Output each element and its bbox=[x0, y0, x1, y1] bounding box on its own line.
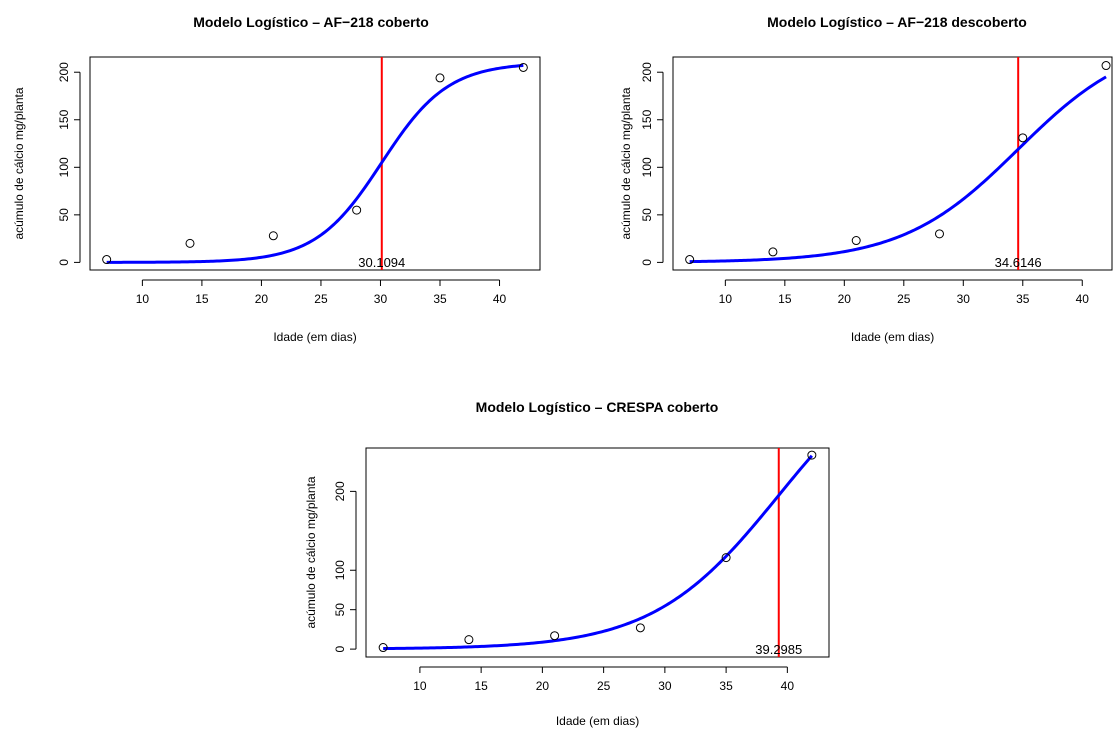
y-tick-label: 200 bbox=[57, 62, 71, 82]
x-axis-label: Idade (em dias) bbox=[851, 330, 934, 344]
inflection-value-label: 39.2985 bbox=[755, 642, 802, 657]
plot-frame bbox=[672, 56, 1113, 271]
x-tick-label: 35 bbox=[433, 292, 447, 306]
data-point bbox=[378, 643, 388, 653]
x-tick-label: 15 bbox=[195, 292, 209, 306]
y-tick-label: 0 bbox=[333, 645, 347, 652]
x-tick-label: 10 bbox=[719, 292, 733, 306]
x-tick-label: 20 bbox=[838, 292, 852, 306]
x-tick-label: 35 bbox=[719, 679, 733, 693]
plot-frame bbox=[365, 447, 830, 658]
data-point bbox=[635, 623, 645, 633]
chart-title: Modelo Logístico – CRESPA coberto bbox=[476, 399, 719, 415]
y-tick-label: 0 bbox=[640, 259, 654, 266]
x-tick-label: 10 bbox=[136, 292, 150, 306]
y-axis-label: acúmulo de cálcio mg/planta bbox=[619, 87, 633, 239]
data-point bbox=[1101, 61, 1111, 71]
y-tick-label: 50 bbox=[57, 208, 71, 222]
data-point bbox=[768, 247, 778, 257]
y-tick-label: 50 bbox=[333, 603, 347, 617]
chart-panel-3: Modelo Logístico – CRESPA coberto 10 15 20 2… bbox=[304, 399, 830, 728]
y-tick-label: 100 bbox=[333, 560, 347, 580]
data-point bbox=[268, 231, 278, 241]
y-tick-label: 50 bbox=[640, 208, 654, 222]
x-tick-label: 30 bbox=[658, 679, 672, 693]
data-point bbox=[464, 635, 474, 645]
x-tick-label: 30 bbox=[374, 292, 388, 306]
data-point bbox=[435, 73, 445, 83]
chart-title: Modelo Logístico – AF−218 descoberto bbox=[767, 14, 1027, 30]
x-tick-label: 25 bbox=[897, 292, 911, 306]
inflection-value-label: 34.6146 bbox=[995, 255, 1042, 270]
data-point bbox=[1018, 133, 1028, 143]
x-tick-label: 25 bbox=[597, 679, 611, 693]
chart-title: Modelo Logístico – AF−218 coberto bbox=[193, 14, 429, 30]
y-tick-label: 100 bbox=[57, 157, 71, 177]
inflection-value-label: 30.1094 bbox=[358, 255, 405, 270]
x-tick-label: 25 bbox=[314, 292, 328, 306]
chart-panel-1: Modelo Logístico – AF−218 coberto 10 15 20 2… bbox=[12, 14, 541, 344]
plot-frame bbox=[89, 56, 541, 271]
data-point bbox=[685, 255, 695, 265]
x-tick-label: 15 bbox=[474, 679, 488, 693]
data-point bbox=[851, 236, 861, 246]
x-tick-label: 40 bbox=[493, 292, 507, 306]
y-tick-label: 0 bbox=[57, 259, 71, 266]
data-point bbox=[102, 255, 112, 265]
logistic-fit-curve bbox=[383, 454, 813, 651]
data-point bbox=[807, 450, 817, 460]
y-tick-label: 200 bbox=[640, 62, 654, 82]
x-tick-label: 10 bbox=[413, 679, 427, 693]
logistic-fit-curve bbox=[689, 75, 1107, 264]
x-tick-label: 15 bbox=[778, 292, 792, 306]
chart-panel-2: Modelo Logístico – AF−218 descoberto 10 15… bbox=[619, 14, 1113, 344]
y-axis-label: acúmulo de cálcio mg/planta bbox=[304, 476, 318, 628]
logistic-fit-curve bbox=[106, 63, 524, 264]
x-tick-label: 20 bbox=[255, 292, 269, 306]
x-tick-label: 30 bbox=[957, 292, 971, 306]
data-point bbox=[518, 62, 528, 72]
x-tick-label: 35 bbox=[1016, 292, 1030, 306]
data-point bbox=[352, 205, 362, 215]
x-tick-label: 40 bbox=[781, 679, 795, 693]
y-axis-label: acúmulo de cálcio mg/planta bbox=[12, 87, 26, 239]
data-point bbox=[934, 229, 944, 239]
y-tick-label: 100 bbox=[640, 157, 654, 177]
y-tick-label: 150 bbox=[57, 109, 71, 129]
data-point bbox=[721, 553, 731, 563]
y-tick-label: 200 bbox=[333, 481, 347, 501]
data-point bbox=[185, 238, 195, 248]
x-tick-label: 40 bbox=[1076, 292, 1090, 306]
x-axis-label: Idade (em dias) bbox=[273, 330, 356, 344]
y-tick-label: 150 bbox=[640, 109, 654, 129]
x-axis-label: Idade (em dias) bbox=[556, 714, 639, 728]
x-tick-label: 20 bbox=[536, 679, 550, 693]
data-point bbox=[550, 631, 560, 641]
